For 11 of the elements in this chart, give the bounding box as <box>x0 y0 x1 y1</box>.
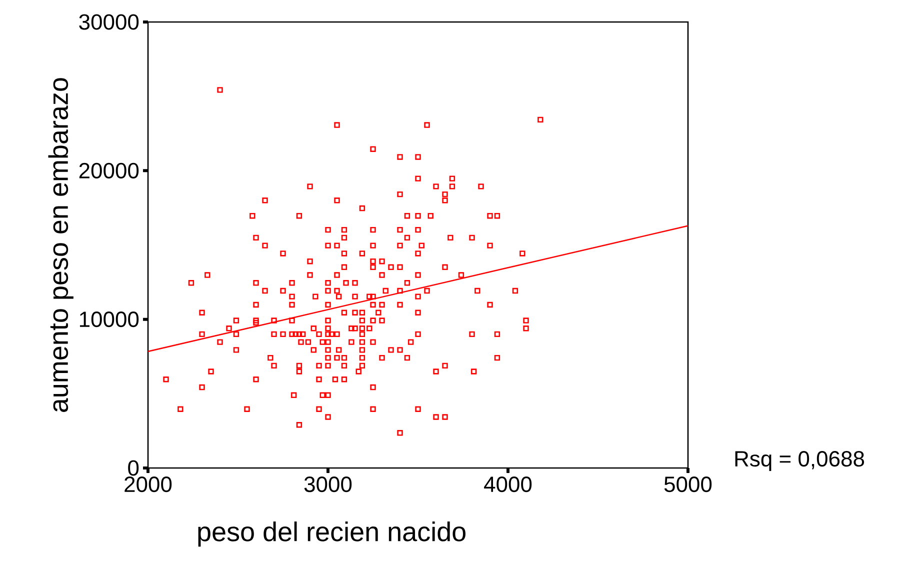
y-axis-title: aumento peso en embarazo <box>48 78 74 412</box>
y-tick-label: 30000 <box>79 14 139 30</box>
text: Rsq = 0,0688 <box>735 451 864 471</box>
x-tick-label: 2000 <box>124 476 172 492</box>
x-tick-label: 5000 <box>664 476 712 492</box>
y-tick-label: 20000 <box>79 162 139 178</box>
x-tick-label: 3000 <box>304 476 352 492</box>
y-tick-label: 10000 <box>80 312 139 328</box>
x-axis-title: peso del recien nacido <box>198 522 466 547</box>
y-tick-label: 0 <box>128 460 139 476</box>
x-tick-label: 4000 <box>484 476 532 492</box>
